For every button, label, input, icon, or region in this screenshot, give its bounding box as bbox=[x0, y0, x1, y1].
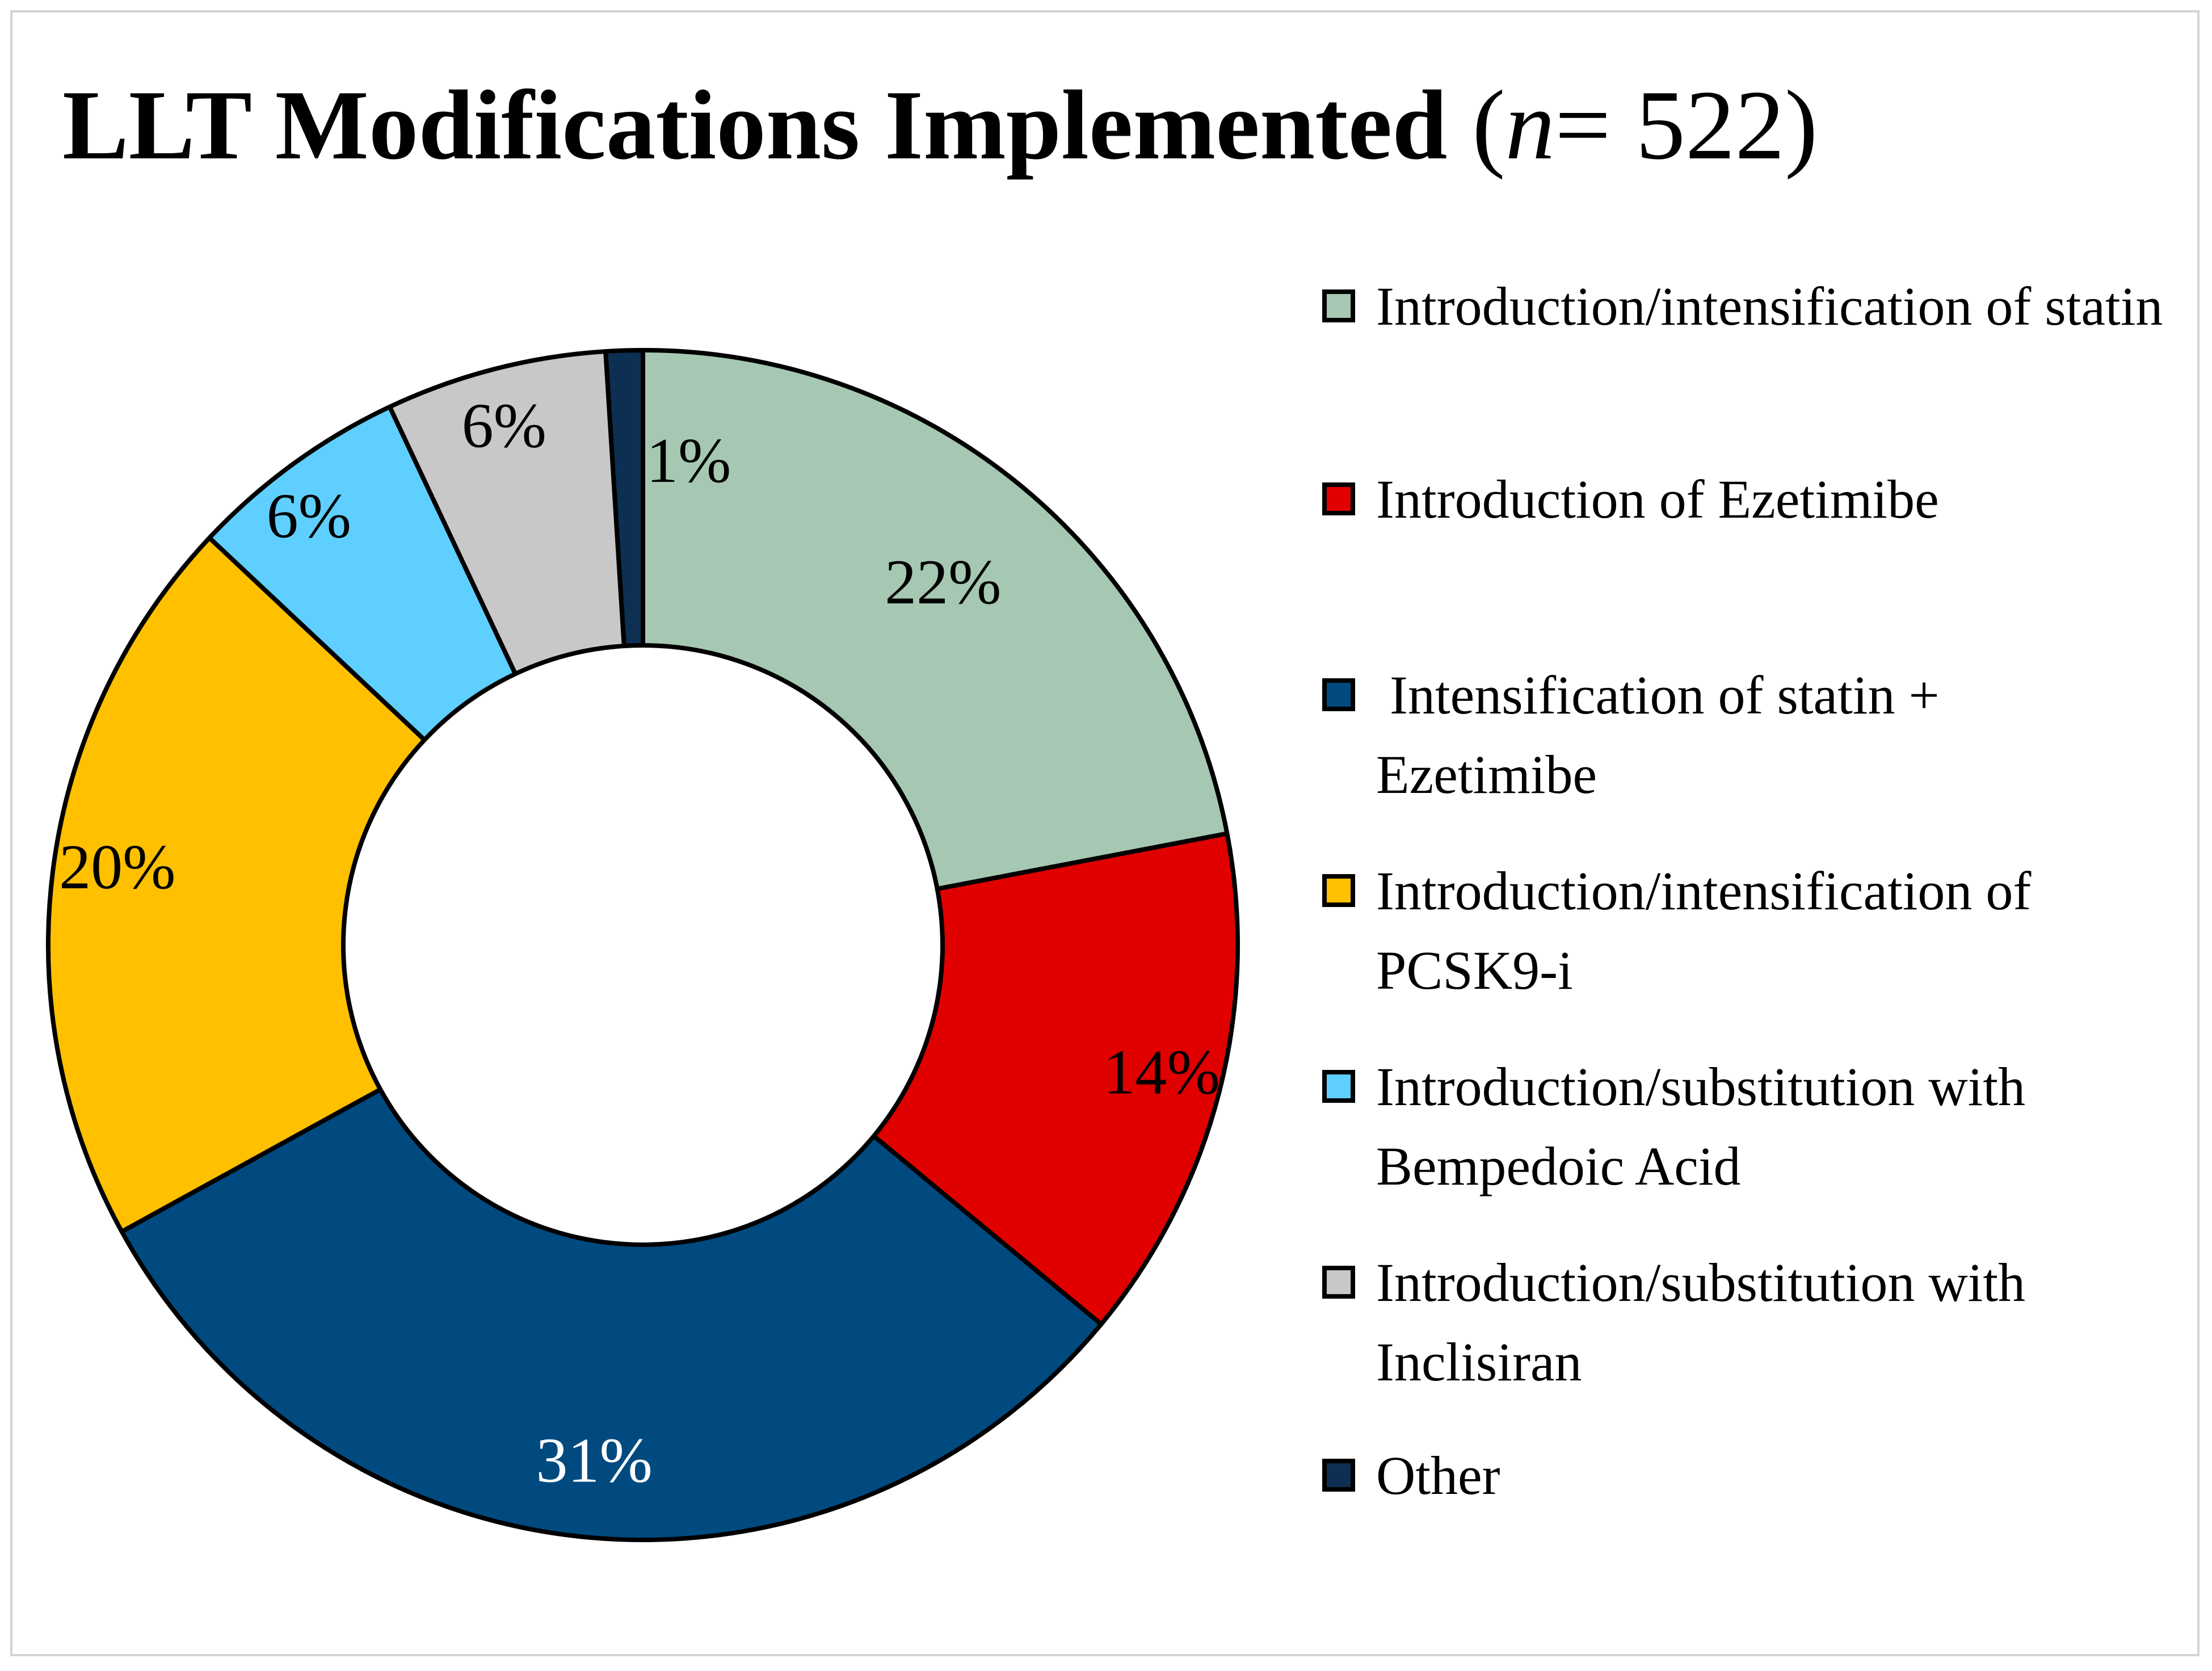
slice-label-statin: 22% bbox=[885, 547, 1001, 618]
donut-slices bbox=[46, 348, 1240, 1542]
legend-swatch-ezetimibe bbox=[1322, 482, 1355, 515]
slice-label-statin-ezetimibe: 31% bbox=[536, 1426, 652, 1496]
donut-slice-statin-ezetimibe bbox=[119, 1087, 1104, 1542]
slice-label-bempedoic: 6% bbox=[267, 481, 351, 552]
legend-label-inclisiran: Introduction/substitution with Inclisira… bbox=[1376, 1252, 2039, 1392]
legend-swatch-statin-ezetimibe bbox=[1322, 678, 1355, 711]
donut-slice-other bbox=[603, 348, 645, 649]
chart-title: LLT Modifications Implemented (n= 522) bbox=[62, 68, 1818, 182]
legend-label-bempedoic: Introduction/substitution with Bempedoic… bbox=[1376, 1056, 2039, 1196]
legend-swatch-bempedoic bbox=[1322, 1070, 1355, 1103]
legend-swatch-other bbox=[1322, 1459, 1355, 1492]
donut-slice-statin bbox=[641, 348, 1230, 892]
donut-labels: 22% 14% 31% 20% 6% 6% 1% bbox=[59, 391, 1220, 1496]
legend-label-pcsk9: Introduction/intensification of PCSK9-i bbox=[1376, 860, 2045, 1001]
donut-chart: 22% 14% 31% 20% 6% 6% 1% bbox=[46, 348, 1240, 1542]
legend-label-statin: Introduction/intensification of statin bbox=[1376, 276, 2163, 337]
donut-slice-ezetimibe bbox=[871, 831, 1240, 1327]
legend-label-statin-ezetimibe: Intensification of statin + Ezetimibe bbox=[1376, 665, 1953, 805]
chart-title-main: LLT Modifications Implemented bbox=[62, 70, 1448, 180]
legend-swatch-inclisiran bbox=[1322, 1266, 1355, 1299]
legend-label-ezetimibe: Introduction of Ezetimibe bbox=[1376, 469, 1939, 530]
slice-label-other: 1% bbox=[646, 426, 731, 496]
chart-title-n-value: = 522) bbox=[1555, 70, 1818, 180]
legend-swatch-statin bbox=[1322, 289, 1355, 322]
legend-swatch-pcsk9 bbox=[1322, 874, 1355, 907]
slice-label-ezetimibe: 14% bbox=[1103, 1037, 1219, 1107]
slice-label-inclisiran: 6% bbox=[462, 391, 546, 461]
slice-label-pcsk9: 20% bbox=[59, 832, 175, 902]
chart-title-n: n bbox=[1505, 70, 1555, 180]
chart-title-open: ( bbox=[1472, 70, 1505, 180]
donut-slice-pcsk9 bbox=[46, 535, 427, 1234]
legend-label-other: Other bbox=[1376, 1445, 1500, 1506]
